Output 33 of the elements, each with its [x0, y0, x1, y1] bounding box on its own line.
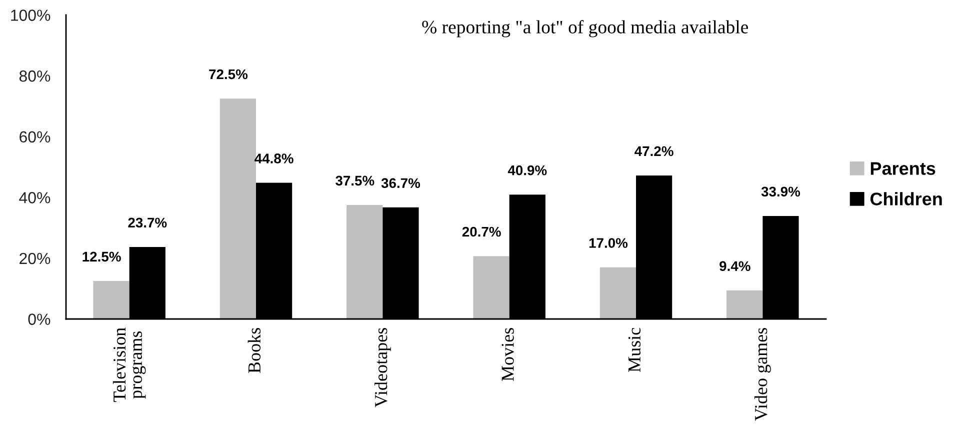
- data-label: 20.7%: [462, 226, 501, 237]
- y-tick-label: 0%: [28, 314, 50, 325]
- y-tick-label: 20%: [20, 252, 50, 264]
- data-label: 37.5%: [336, 176, 374, 186]
- legend-label: Parents: [870, 162, 936, 175]
- x-tick-label: Music: [628, 328, 641, 372]
- bar: [346, 205, 383, 319]
- x-tick-label: Books: [248, 328, 261, 373]
- bar: [473, 256, 510, 319]
- x-tick-label: Video games: [754, 328, 771, 421]
- y-tick-label: 40%: [19, 192, 50, 204]
- data-label: 40.9%: [508, 165, 547, 176]
- x-tick-label: Videotapes: [374, 328, 391, 408]
- data-label: 17.0%: [589, 238, 628, 248]
- data-label: 9.4%: [720, 261, 750, 272]
- y-tick-label: 80%: [19, 70, 50, 82]
- y-tick-label: 60%: [20, 131, 50, 143]
- bar: [93, 281, 130, 319]
- legend-label: Children: [870, 192, 942, 206]
- y-tick-label: 100%: [11, 10, 50, 21]
- x-tick-label: Movies: [502, 328, 514, 381]
- data-label: 33.9%: [761, 186, 800, 197]
- chart-title: % reporting "a lot" of good media available: [422, 20, 748, 38]
- bar: [220, 98, 256, 319]
- x-tick-label: Television programs: [112, 328, 146, 402]
- data-label: 72.5%: [209, 69, 248, 80]
- bar: [600, 267, 636, 319]
- data-label: 23.7%: [128, 218, 167, 228]
- bar: [726, 290, 763, 319]
- data-label: 12.5%: [82, 252, 121, 262]
- data-label: 36.7%: [381, 178, 420, 188]
- data-label: 44.8%: [254, 154, 294, 164]
- data-label: 47.2%: [634, 146, 674, 156]
